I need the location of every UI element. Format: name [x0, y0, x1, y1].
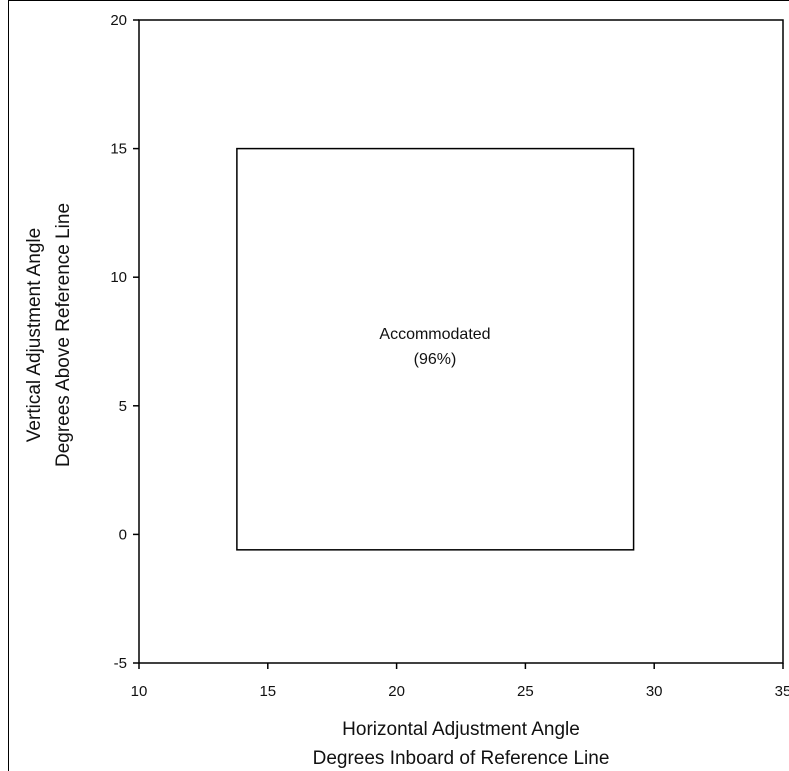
- y-tick-label: 0: [119, 526, 127, 543]
- plot-border: [138, 19, 784, 664]
- x-tick-label: 20: [388, 683, 405, 700]
- x-tick-label: 30: [646, 683, 663, 700]
- region-label: Accommodated: [379, 326, 490, 343]
- region-percentage: (96%): [414, 351, 457, 368]
- x-tick-label: 10: [131, 683, 148, 700]
- x-axis-label-line-1: Horizontal Adjustment Angle: [342, 719, 580, 740]
- y-tick-label: -5: [114, 655, 127, 672]
- y-axis-label-line-1: Vertical Adjustment Angle: [24, 228, 45, 442]
- x-tick-label: 35: [775, 683, 789, 700]
- x-axis-title: Horizontal Adjustment Angle Degrees Inbo…: [313, 719, 610, 769]
- accommodated-region-box: [236, 147, 635, 551]
- y-tick-label: 20: [110, 12, 127, 29]
- y-tick-label: 15: [110, 141, 127, 158]
- y-axis-label-line-2: Degrees Above Reference Line: [53, 203, 74, 467]
- y-tick-label: 5: [119, 398, 127, 415]
- x-tick-label: 15: [259, 683, 276, 700]
- x-axis-label-line-2: Degrees Inboard of Reference Line: [313, 748, 610, 769]
- x-tick-label: 25: [517, 683, 534, 700]
- accommodated-region: Accommodated (96%): [236, 147, 635, 551]
- plot-area: [138, 19, 784, 664]
- y-tick-label: 10: [110, 269, 127, 286]
- figure-frame: [8, 0, 789, 771]
- x-axis: 10 15 20 25 30 35: [131, 663, 789, 700]
- y-axis: -5 0 5 10 15 20: [110, 12, 139, 672]
- y-axis-title: Vertical Adjustment Angle Degrees Above …: [24, 203, 74, 467]
